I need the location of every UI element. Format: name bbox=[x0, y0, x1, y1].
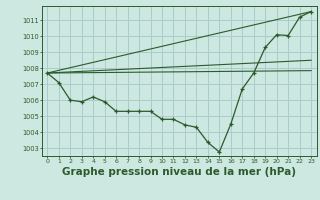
X-axis label: Graphe pression niveau de la mer (hPa): Graphe pression niveau de la mer (hPa) bbox=[62, 167, 296, 177]
